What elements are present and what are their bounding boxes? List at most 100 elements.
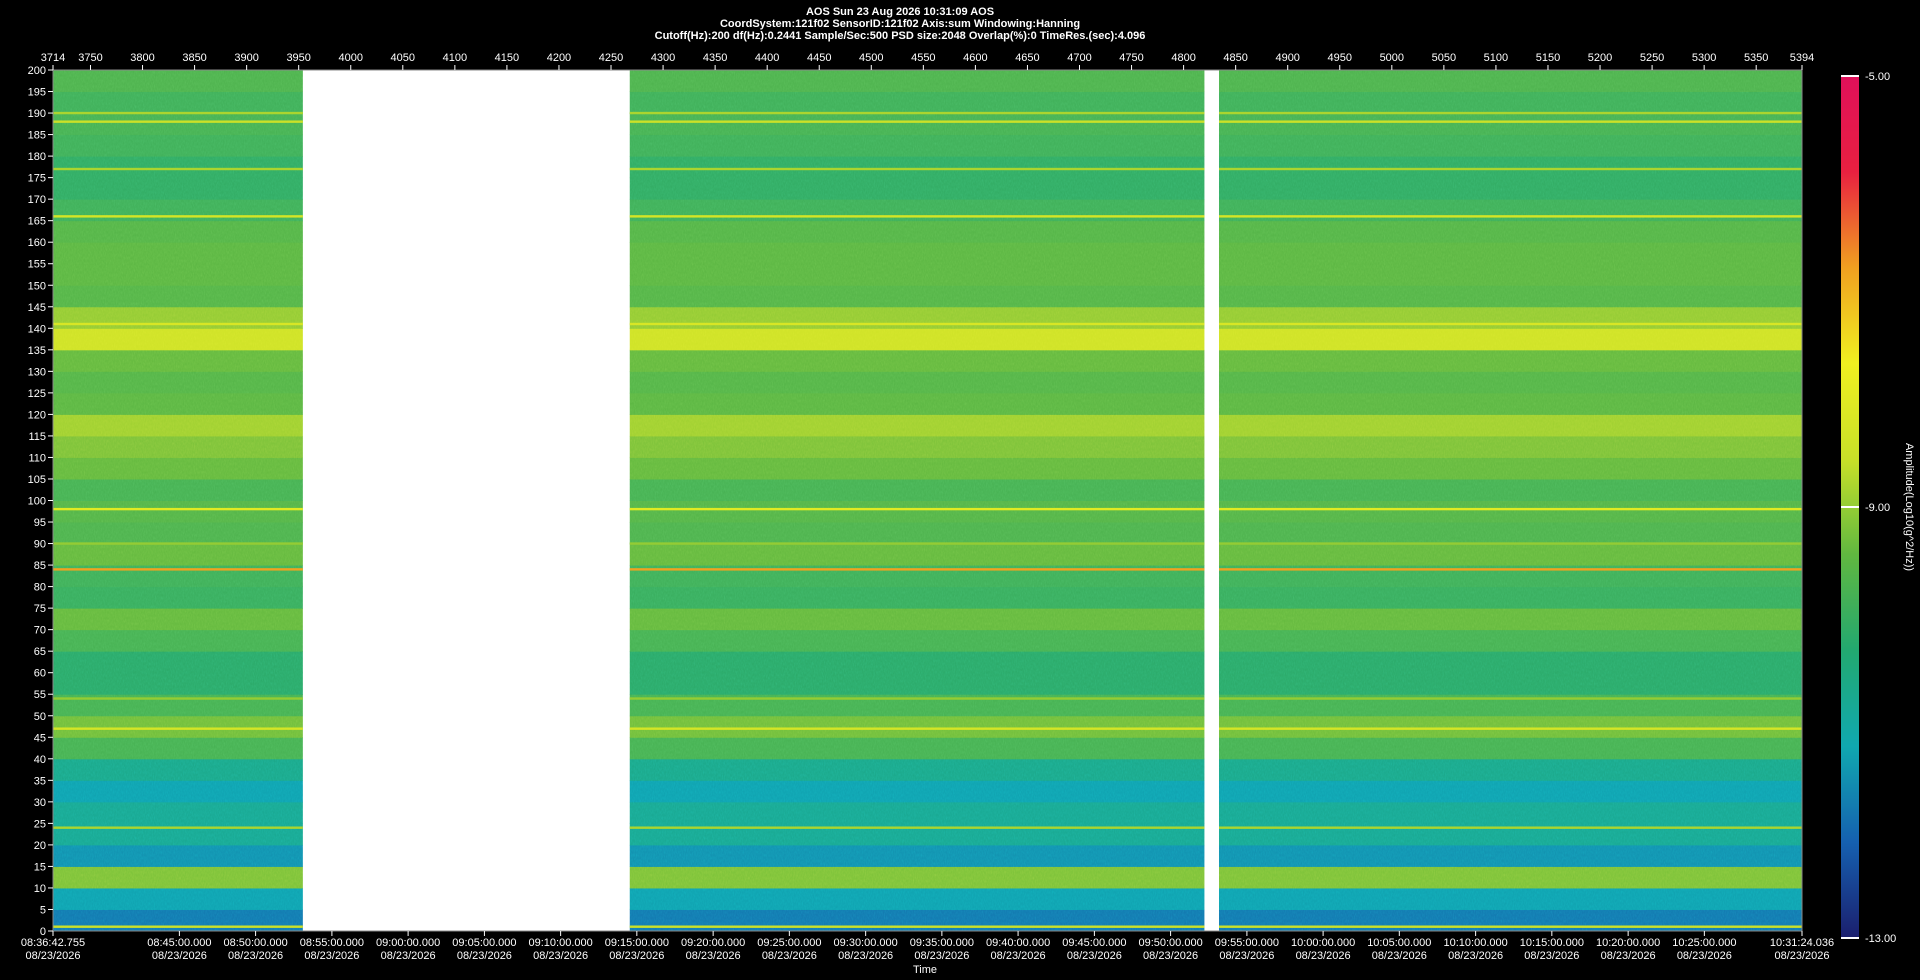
spectral-line <box>53 507 303 511</box>
x-tick-label: 10:20:00.000 08/23/2026 <box>1596 937 1660 962</box>
x-top-tick-label: 5250 <box>1640 52 1664 64</box>
x-tick-label: 09:30:00.000 08/23/2026 <box>834 937 898 962</box>
spectral-line <box>53 167 303 171</box>
x-tick-label: 09:20:00.000 08/23/2026 <box>681 937 745 962</box>
y-tick-label: 45 <box>34 732 46 744</box>
spectral-line <box>629 697 1205 700</box>
x-tick-label: 09:35:00.000 08/23/2026 <box>910 937 974 962</box>
spectral-line <box>629 215 1205 218</box>
x-tick-label: 10:05:00.000 08/23/2026 <box>1367 937 1431 962</box>
spectral-line <box>629 120 1205 123</box>
x-tick-label: 09:50:00.000 08/23/2026 <box>1138 937 1202 962</box>
x-top-tick-label: 4300 <box>651 52 675 64</box>
x-top-tick-label: 3800 <box>130 52 154 64</box>
x-top-tick-label: 3714 <box>41 52 65 64</box>
y-tick-label: 60 <box>34 668 46 680</box>
y-tick-label: 130 <box>28 366 46 378</box>
spectral-line <box>1219 925 1802 928</box>
spectral-line <box>53 542 303 545</box>
y-tick-label: 125 <box>28 388 46 400</box>
x-top-tick-label: 5150 <box>1536 52 1560 64</box>
spectral-line <box>629 568 1205 571</box>
spectral-line <box>53 826 303 829</box>
y-tick-label: 140 <box>28 323 46 335</box>
y-tick-label: 110 <box>28 452 46 464</box>
spectral-line <box>1219 322 1802 326</box>
y-tick-label: 75 <box>34 603 46 615</box>
x-top-tick-label: 5350 <box>1744 52 1768 64</box>
x-tick-label: 09:10:00.000 08/23/2026 <box>529 937 593 962</box>
x-top-tick-label: 4000 <box>339 52 363 64</box>
x-top-tick-label: 4050 <box>391 52 415 64</box>
y-tick-label: 180 <box>28 151 46 163</box>
x-tick-label: 08:50:00.000 08/23/2026 <box>223 937 287 962</box>
spectral-line <box>1219 727 1802 730</box>
x-top-tick-label: 4250 <box>599 52 623 64</box>
spectral-line <box>629 322 1205 326</box>
x-top-tick-label: 5300 <box>1692 52 1716 64</box>
spectral-line <box>1219 542 1802 545</box>
y-tick-label: 90 <box>34 539 46 551</box>
colorbar-label: Amplitude(Log10(g^2/Hz)) <box>1903 443 1915 571</box>
x-tick-label: 09:25:00.000 08/23/2026 <box>757 937 821 962</box>
noise-texture <box>53 70 303 931</box>
x-top-tick-label: 5100 <box>1484 52 1508 64</box>
spectral-line <box>1219 826 1802 829</box>
spectral-line <box>629 925 1205 928</box>
y-tick-label: 40 <box>34 754 46 766</box>
y-tick-label: 150 <box>28 280 46 292</box>
spectral-line <box>629 826 1205 829</box>
spectral-line <box>1219 568 1802 571</box>
spectral-line <box>1219 507 1802 511</box>
y-tick-label: 55 <box>34 689 46 701</box>
spectral-line <box>53 215 303 218</box>
x-tick-label: 09:45:00.000 08/23/2026 <box>1062 937 1126 962</box>
y-tick-label: 190 <box>28 108 46 120</box>
spectral-line <box>629 167 1205 171</box>
x-top-tick-label: 5050 <box>1432 52 1456 64</box>
y-tick-label: 15 <box>34 861 46 873</box>
x-tick-label: 09:05:00.000 08/23/2026 <box>452 937 516 962</box>
y-tick-label: 105 <box>28 474 46 486</box>
y-tick-label: 145 <box>28 302 46 314</box>
x-top-tick-label: 4750 <box>1119 52 1143 64</box>
x-top-tick-label: 5394 <box>1790 52 1814 64</box>
y-tick-label: 185 <box>28 130 46 142</box>
y-tick-label: 115 <box>28 431 46 443</box>
x-axis-label: Time <box>913 964 937 976</box>
header-line: CoordSystem:121f02 SensorID:121f02 Axis:… <box>720 18 1080 30</box>
x-top-tick-label: 4550 <box>911 52 935 64</box>
spectral-line <box>1219 111 1802 115</box>
x-top-tick-label: 4950 <box>1328 52 1352 64</box>
spectral-line <box>629 542 1205 545</box>
spectral-line <box>53 568 303 571</box>
data-segment <box>1219 70 1802 932</box>
x-top-tick-label: 4800 <box>1171 52 1195 64</box>
y-tick-label: 155 <box>28 259 46 271</box>
colorbar-tick-label: -5.00 <box>1865 71 1890 83</box>
y-tick-label: 95 <box>34 517 46 529</box>
x-tick-label: 10:10:00.000 08/23/2026 <box>1444 937 1508 962</box>
header-line: Cutoff(Hz):200 df(Hz):0.2441 Sample/Sec:… <box>655 30 1146 42</box>
x-top-tick-label: 4100 <box>443 52 467 64</box>
spectral-line <box>629 727 1205 730</box>
x-top-tick-label: 4350 <box>703 52 727 64</box>
y-tick-label: 85 <box>34 560 46 572</box>
colorbar-tick-label: -13.00 <box>1865 933 1896 945</box>
y-tick-label: 30 <box>34 797 46 809</box>
x-top-tick-label: 3750 <box>78 52 102 64</box>
x-tick-label: 10:15:00.000 08/23/2026 <box>1520 937 1584 962</box>
x-tick-label: 10:25:00.000 08/23/2026 <box>1672 937 1736 962</box>
x-top-tick-label: 3900 <box>234 52 258 64</box>
y-tick-label: 165 <box>28 216 46 228</box>
x-tick-label: 09:55:00.000 08/23/2026 <box>1215 937 1279 962</box>
y-tick-label: 0 <box>40 926 46 938</box>
x-tick-label: 08:36:42.755 08/23/2026 <box>21 937 85 962</box>
colorbar-tick-label: -9.00 <box>1865 502 1890 514</box>
x-top-tick-label: 4200 <box>547 52 571 64</box>
x-top-tick-label: 3950 <box>286 52 310 64</box>
spectral-line <box>53 727 303 730</box>
y-tick-label: 70 <box>34 625 46 637</box>
